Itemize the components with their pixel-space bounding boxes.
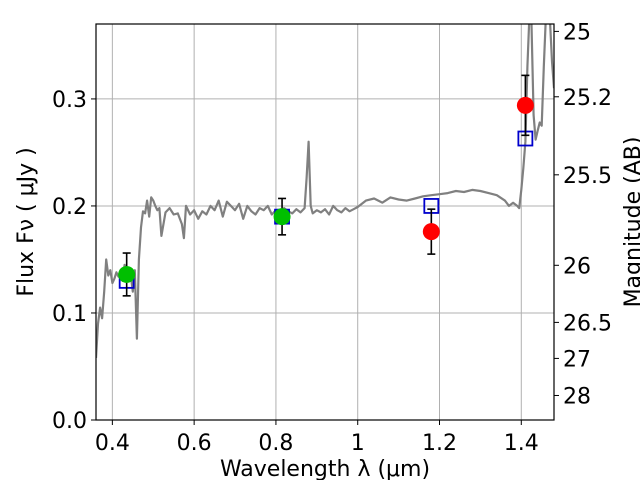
observed-point xyxy=(118,265,136,283)
spectrum-line xyxy=(96,24,554,358)
x-gridlines xyxy=(111,24,522,420)
y-axis-label: Flux Fν ( μJy ) xyxy=(14,147,39,296)
y-tick-label: 0.2 xyxy=(52,195,87,220)
right-tick-label: 26 xyxy=(563,254,591,279)
right-tick-label: 26.5 xyxy=(563,311,612,336)
right-tick-label: 25 xyxy=(563,20,591,45)
x-tick-label: 0.4 xyxy=(95,431,130,456)
right-axis-label: Magnitude (AB) xyxy=(621,137,640,308)
y-tick-label: 0.0 xyxy=(52,409,87,434)
plot-frame xyxy=(95,23,555,421)
observed-point xyxy=(422,223,440,241)
observed-point xyxy=(273,208,291,226)
y-tick-label: 0.3 xyxy=(52,88,87,113)
plot-area xyxy=(96,24,554,358)
right-tick-label: 25.5 xyxy=(563,164,612,189)
right-tick-label: 28 xyxy=(563,384,591,409)
x-tick-label: 0.6 xyxy=(177,431,212,456)
observed-point xyxy=(516,96,534,114)
y-tick-label: 0.1 xyxy=(52,302,87,327)
x-axis-ticks: 0.4 0.6 0.8 1 1.2 1.4 xyxy=(95,420,539,456)
x-tick-label: 1.2 xyxy=(422,431,457,456)
x-tick-label: 1.4 xyxy=(504,431,539,456)
right-tick-label: 27 xyxy=(563,347,591,372)
y-axis-ticks: 0.0 0.1 0.2 0.3 xyxy=(52,88,96,434)
x-axis-label: Wavelength λ (μm) xyxy=(220,457,430,480)
right-axis-ticks: 25 25.2 25.5 26 26.5 27 28 xyxy=(554,20,612,409)
y-gridlines xyxy=(96,98,554,314)
x-tick-label: 1 xyxy=(351,431,365,456)
right-tick-label: 25.2 xyxy=(563,86,612,111)
x-tick-label: 0.8 xyxy=(258,431,293,456)
